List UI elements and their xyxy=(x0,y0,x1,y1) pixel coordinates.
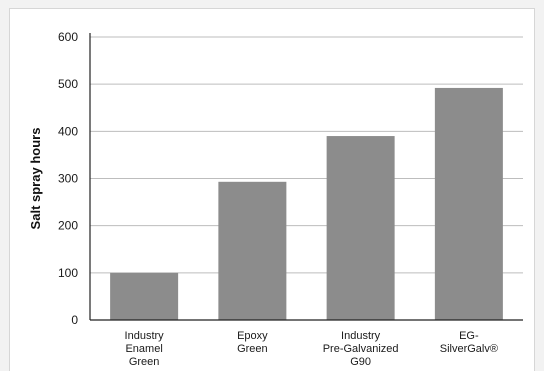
chart-frame: 0 100 200 300 400 500 600 Industry Enamel Green Ep… xyxy=(9,8,535,371)
x-tick-label: Green xyxy=(129,356,160,368)
bar-chart: 0100200300400500600IndustryEnamelGreenEp… xyxy=(28,30,523,368)
bar xyxy=(434,87,503,320)
y-tick-label: 300 xyxy=(58,172,78,186)
y-tick-label: 100 xyxy=(58,266,78,280)
tick-labels: 0100200300400500600IndustryEnamelGreenEp… xyxy=(58,30,498,368)
y-axis-title: Salt spray hours xyxy=(28,128,43,230)
y-tick-label: 200 xyxy=(58,219,78,233)
x-tick-label: EG- xyxy=(459,330,479,342)
y-tick-label: 0 xyxy=(71,313,78,327)
y-tick-label: 400 xyxy=(58,124,78,138)
x-tick-label: Pre-Galvanized xyxy=(323,343,399,355)
bar xyxy=(326,136,395,320)
bar xyxy=(110,272,179,320)
x-tick-label: G90 xyxy=(350,356,371,368)
bar xyxy=(218,181,287,320)
x-tick-label: SilverGalv® xyxy=(440,343,498,355)
x-tick-label: Industry xyxy=(125,330,165,342)
x-tick-label: Epoxy xyxy=(237,330,268,342)
x-tick-label: Green xyxy=(237,343,268,355)
bars xyxy=(110,87,503,320)
x-tick-label: Enamel xyxy=(125,343,162,355)
y-tick-label: 500 xyxy=(58,77,78,91)
y-tick-label: 600 xyxy=(58,30,78,44)
x-tick-label: Industry xyxy=(341,330,381,342)
axes xyxy=(89,33,523,321)
